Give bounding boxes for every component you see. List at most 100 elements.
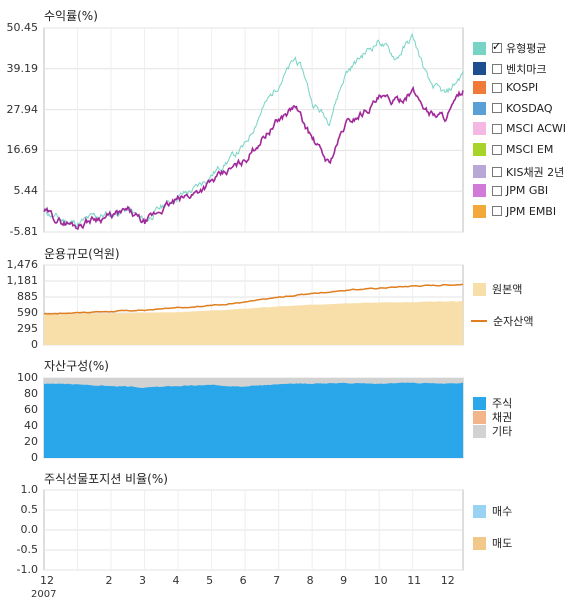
- stock-area: [44, 382, 463, 458]
- panel-frame-0: [43, 27, 464, 233]
- legend-sell: 매도: [473, 535, 512, 551]
- sell-swatch: [473, 536, 486, 550]
- fund-return-line: [43, 85, 464, 230]
- x-tick-label: 8: [306, 574, 314, 587]
- legend-principal: 원본액: [473, 281, 522, 297]
- legend-swatch: [473, 184, 486, 198]
- legend-checkbox[interactable]: [492, 103, 502, 114]
- legend-bond: 채권: [473, 409, 512, 425]
- y-tick-label: 0: [31, 451, 38, 464]
- legend-item[interactable]: 유형평균: [473, 40, 546, 56]
- y-tick-label: 16.69: [6, 143, 39, 157]
- asset-title: 자산구성(%): [44, 359, 109, 373]
- net-assets-line: [43, 283, 464, 315]
- buy-swatch: [473, 504, 486, 518]
- x-year-label: 2007: [31, 589, 57, 600]
- x-tick-label: 12: [40, 574, 54, 587]
- principal-swatch: [473, 282, 486, 296]
- bond-label: 채권: [492, 411, 513, 424]
- net-assets-swatch: [471, 320, 487, 322]
- returns-title: 수익률(%): [44, 9, 98, 23]
- legend-label: JPM EMBI: [506, 204, 557, 218]
- legend-swatch: [473, 143, 486, 156]
- legend-item[interactable]: MSCI EM: [473, 143, 553, 156]
- other-label: 기타: [492, 425, 513, 438]
- legend-swatch: [473, 81, 486, 95]
- legend-item[interactable]: MSCI ACWI: [473, 122, 567, 136]
- legend-swatch: [473, 165, 486, 179]
- legend-label: MSCI ACWI: [506, 122, 567, 136]
- y-tick-label: 39.19: [6, 61, 39, 75]
- y-tick-label: 0.0: [20, 523, 39, 536]
- legend-swatch: [473, 62, 486, 76]
- legend-label: KOSDAQ: [506, 101, 553, 115]
- legend-swatch: [473, 101, 486, 115]
- x-tick-label: 7: [273, 574, 281, 587]
- y-tick-label: 885: [17, 290, 38, 303]
- legend-net-assets: 순자산액: [471, 313, 533, 329]
- legend-checkbox[interactable]: [492, 82, 502, 93]
- x-tick-label: 12: [440, 574, 455, 587]
- sell-label: 매도: [492, 537, 513, 550]
- legend-item[interactable]: KOSDAQ: [473, 101, 553, 115]
- category-average-line: [43, 32, 464, 228]
- legend-label: KIS채권 2년: [506, 165, 565, 179]
- y-tick-label: 1,476: [6, 258, 39, 271]
- x-tick-label: 3: [139, 574, 147, 587]
- legend-label: JPM GBI: [506, 184, 549, 198]
- stock-swatch: [473, 396, 486, 410]
- y-tick-label: 0.5: [20, 503, 39, 516]
- legend-item[interactable]: JPM EMBI: [473, 204, 557, 218]
- x-tick-label: 9: [340, 574, 348, 587]
- y-tick-label: -0.5: [16, 543, 38, 556]
- legend-swatch: [473, 204, 486, 218]
- x-tick-label: 6: [239, 574, 247, 587]
- legend-item[interactable]: KOSPI: [473, 81, 539, 95]
- legend-checkbox[interactable]: [492, 185, 502, 196]
- legend-checkbox[interactable]: [492, 40, 502, 53]
- legend-buy: 매수: [473, 503, 512, 519]
- other-swatch: [473, 424, 486, 438]
- y-tick-label: 80: [24, 387, 38, 400]
- y-tick-label: 295: [17, 322, 38, 335]
- y-tick-label: 5.44: [13, 184, 39, 198]
- y-tick-label: 0: [31, 338, 38, 351]
- buy-label: 매수: [492, 505, 513, 518]
- legend-checkbox[interactable]: [492, 63, 502, 74]
- x-tick-label: 4: [172, 574, 180, 587]
- futures-title: 주식선물포지션 비율(%): [44, 472, 168, 486]
- legend-checkbox[interactable]: [492, 144, 502, 155]
- legend-item[interactable]: 벤치마크: [473, 61, 546, 77]
- y-tick-label: 20: [24, 435, 38, 448]
- y-tick-label: 1,181: [6, 274, 39, 287]
- y-tick-label: 100: [17, 371, 38, 384]
- y-tick-label: 27.94: [6, 102, 39, 116]
- legend-swatch: [473, 41, 486, 55]
- principal-label: 원본액: [492, 283, 523, 296]
- legend-item[interactable]: JPM GBI: [473, 184, 549, 198]
- y-tick-label: -5.81: [9, 225, 38, 238]
- x-tick-label: 11: [407, 574, 422, 587]
- legend-label: 벤치마크: [506, 62, 547, 76]
- legend-label: 유형평균: [506, 42, 547, 55]
- y-tick-label: 50.45: [6, 21, 39, 34]
- aum-title: 운용규모(억원): [44, 247, 120, 261]
- legend-stock: 주식: [473, 395, 512, 411]
- y-tick-label: -1.0: [16, 563, 38, 576]
- legend-swatch: [473, 122, 486, 136]
- legend-label: KOSPI: [506, 81, 539, 95]
- legend-other: 기타: [473, 423, 512, 439]
- y-tick-label: 1.0: [20, 483, 39, 496]
- y-tick-label: 590: [17, 306, 38, 319]
- bond-swatch: [473, 410, 486, 424]
- x-tick-label: 10: [373, 574, 388, 587]
- stock-label: 주식: [492, 397, 513, 410]
- x-tick-label: 2: [105, 574, 113, 587]
- legend-checkbox[interactable]: [492, 123, 502, 134]
- x-tick-label: 5: [206, 574, 214, 587]
- legend-item[interactable]: KIS채권 2년: [473, 164, 564, 180]
- legend-checkbox[interactable]: [492, 166, 502, 177]
- principal-area: [44, 300, 463, 345]
- legend-checkbox[interactable]: [492, 206, 502, 217]
